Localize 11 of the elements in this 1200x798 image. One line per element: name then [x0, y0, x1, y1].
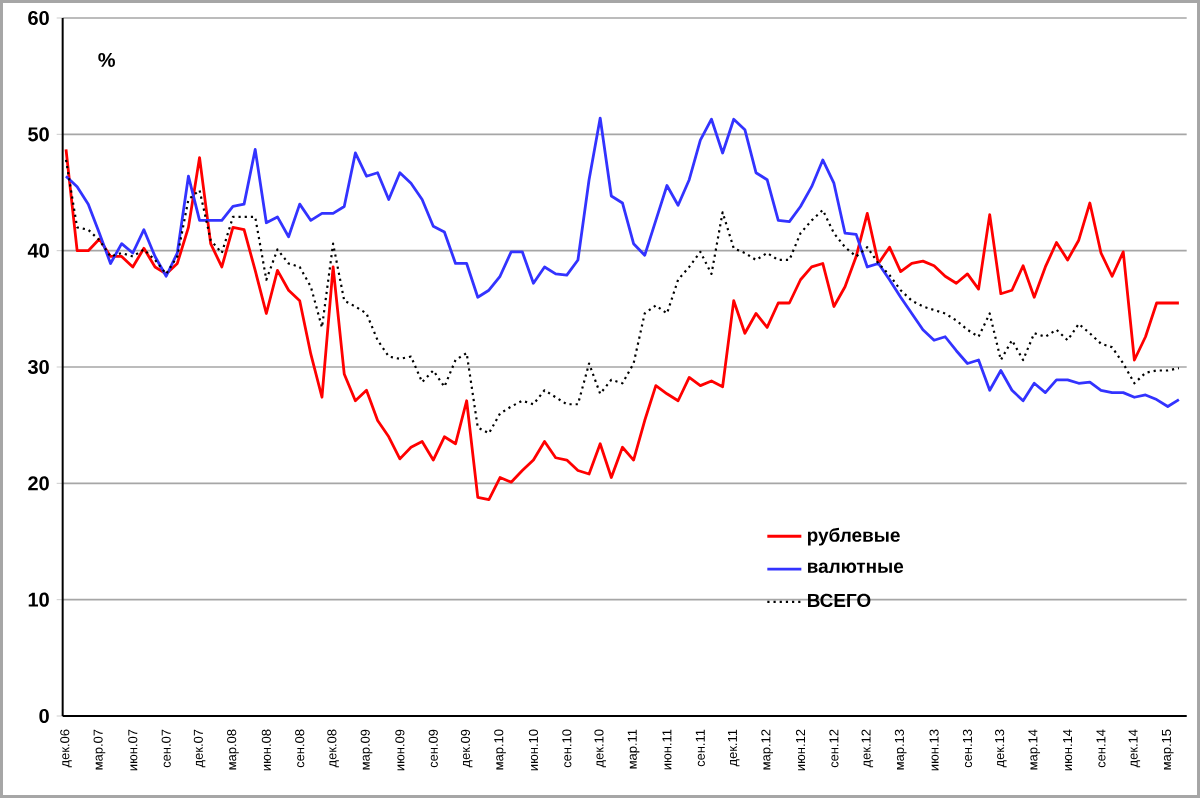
y-tick-label: 50 — [28, 127, 49, 142]
y-tick-label: 60 — [28, 10, 49, 26]
legend-label: валютные — [808, 562, 904, 573]
y-tick-label: 20 — [28, 476, 49, 491]
legend-label: рублевые — [807, 527, 900, 546]
y-tick-label: 0 — [39, 708, 49, 724]
y-tick-label: 10 — [28, 592, 49, 607]
y-tick-label: 30 — [27, 359, 49, 375]
y-tick-label: 40 — [27, 243, 49, 258]
y-axis-title: % — [98, 52, 115, 67]
legend-label: ВСЕГО — [808, 593, 871, 608]
